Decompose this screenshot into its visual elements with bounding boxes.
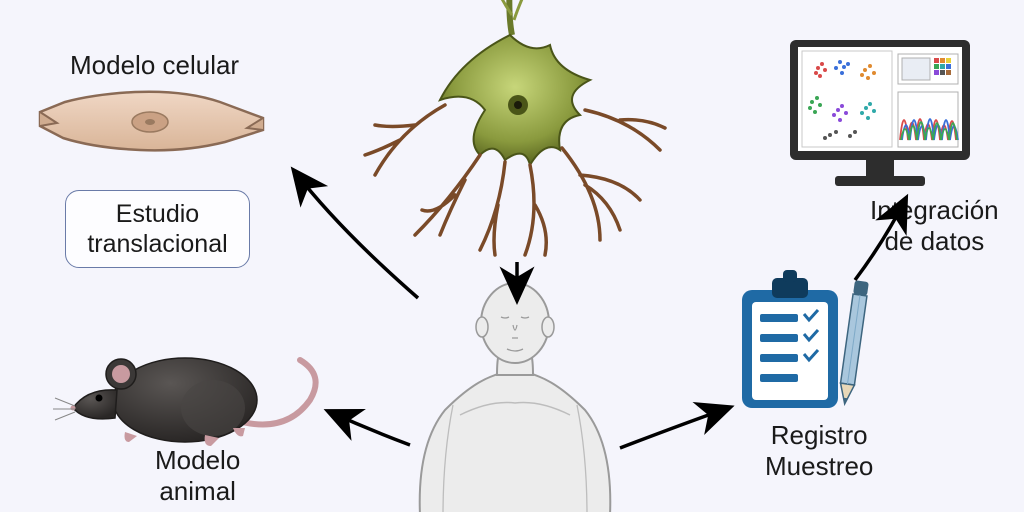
monitor-icon xyxy=(790,40,970,186)
arrow-human-clipboard xyxy=(620,408,728,448)
arrow-human-mouse xyxy=(330,412,410,445)
arrow-clipboard-monitor xyxy=(855,200,905,280)
mouse-icon xyxy=(53,358,316,446)
human-icon xyxy=(420,283,611,512)
diagram-stage xyxy=(0,0,1024,512)
clipboard-icon xyxy=(742,270,869,408)
neuron-icon xyxy=(365,0,665,255)
arrow-human-cell xyxy=(295,172,418,298)
cell-icon xyxy=(40,92,263,151)
